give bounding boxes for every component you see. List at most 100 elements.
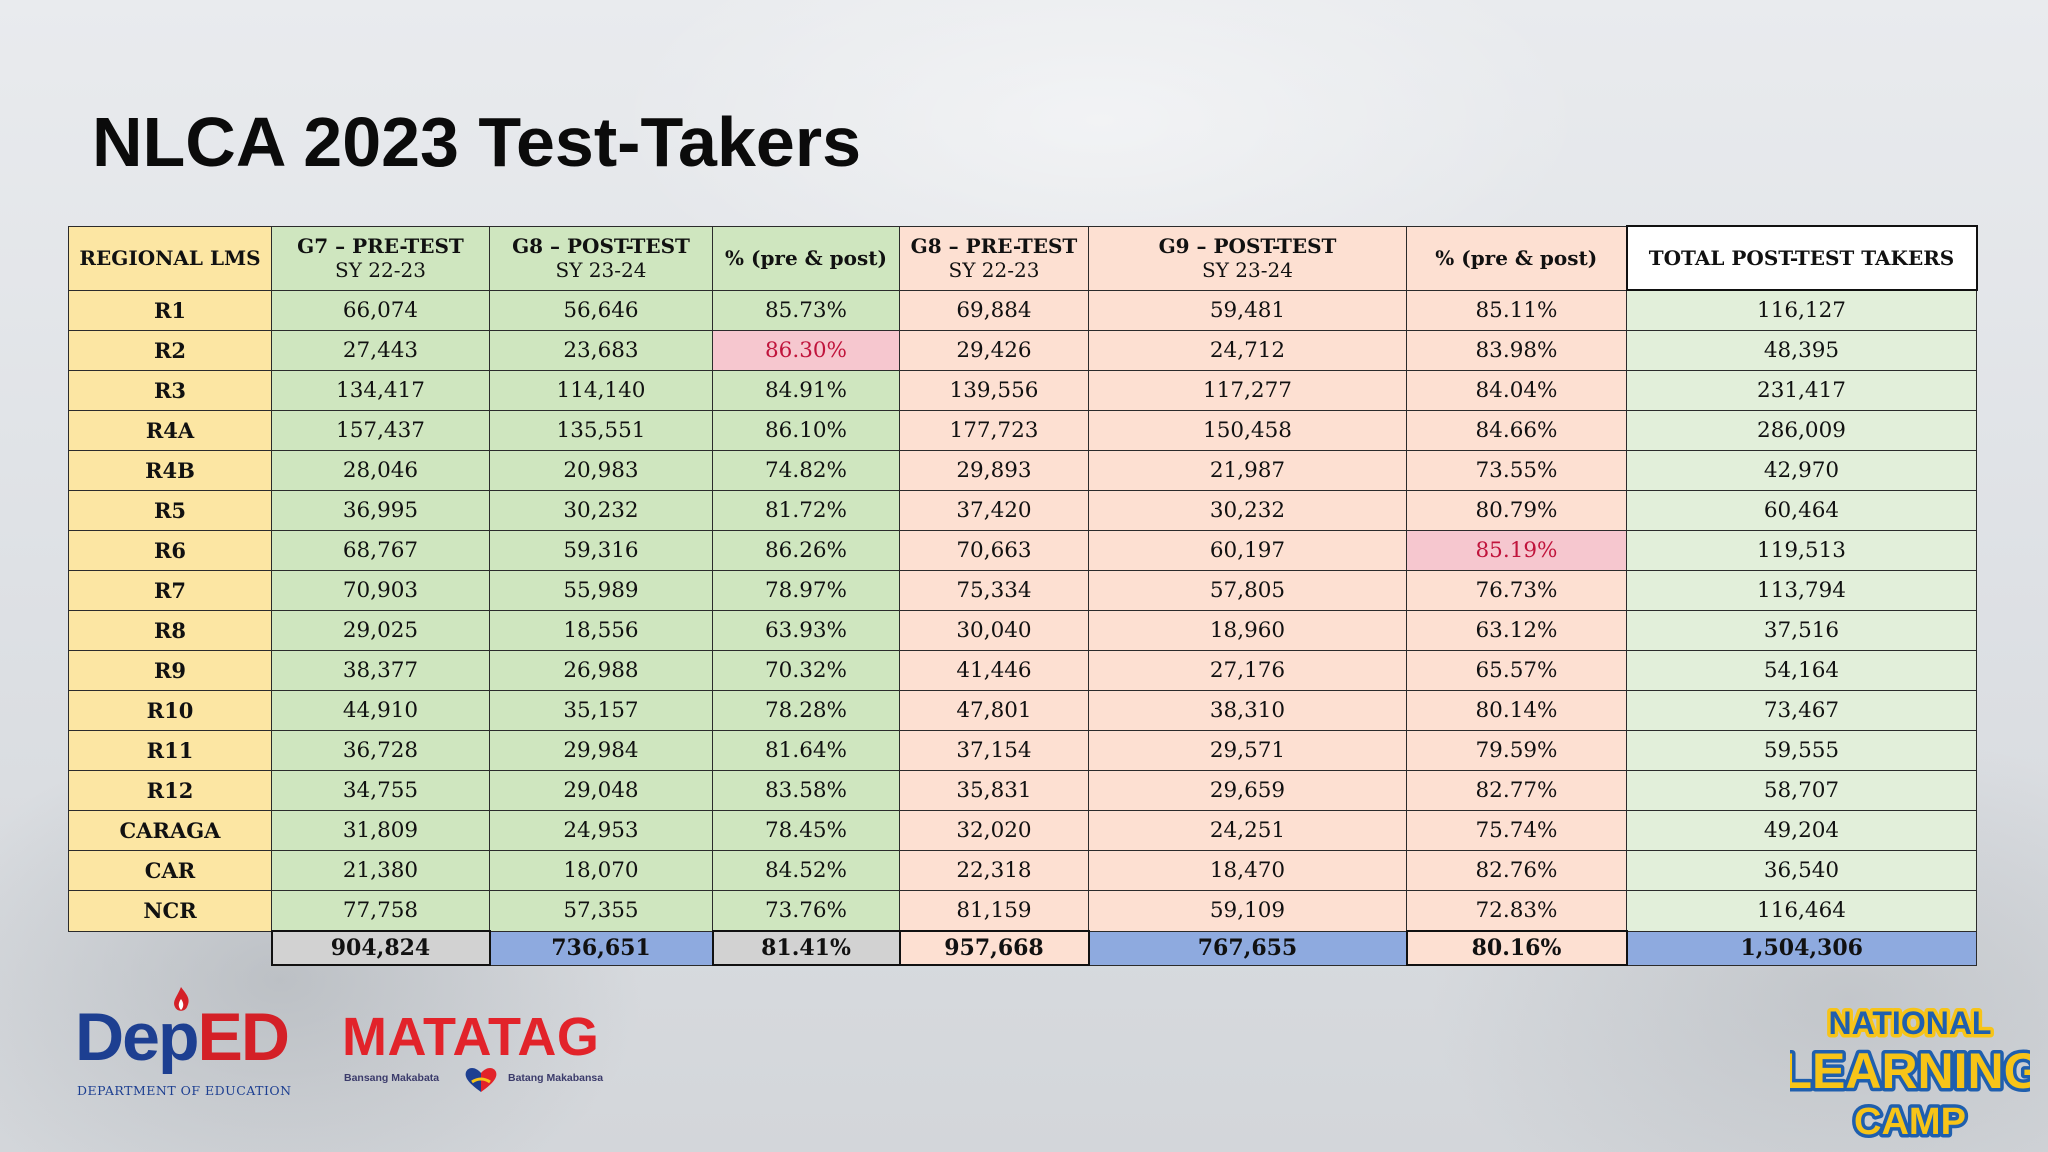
cell-g7-pre: 68,767	[271, 530, 490, 571]
cell-g7-pre: 36,995	[271, 490, 490, 531]
cell-total-post: 48,395	[1626, 330, 1977, 371]
cell-percent-g7-g8: 84.52%	[712, 850, 900, 891]
cell-g8-pre: 32,020	[899, 810, 1089, 851]
cell-percent-g8-g9: 84.66%	[1406, 410, 1627, 451]
totals-row: 904,824 736,651 81.41% 957,668 767,655 8…	[69, 930, 1977, 966]
cell-g8-post: 55,989	[489, 570, 713, 611]
cell-g8-pre: 30,040	[899, 610, 1089, 651]
header-regional-lms: REGIONAL LMS	[68, 225, 272, 291]
cell-percent-g7-g8: 63.93%	[712, 610, 900, 651]
cell-g8-post: 59,316	[489, 530, 713, 571]
cell-g8-post: 135,551	[489, 410, 713, 451]
cell-percent-g7-g8: 84.91%	[712, 370, 900, 411]
cell-g7-pre: 28,046	[271, 450, 490, 491]
cell-g8-pre: 37,154	[899, 730, 1089, 771]
cell-g9-post: 117,277	[1088, 370, 1407, 411]
cell-g7-pre: 36,728	[271, 730, 490, 771]
header-g9-post-test: G9 – POST-TEST SY 23-24	[1088, 225, 1407, 291]
table-row: R3 134,417 114,140 84.91% 139,556 117,277 84.0…	[68, 370, 1977, 411]
cell-g7-pre: 34,755	[271, 770, 490, 811]
cell-total-post: 37,516	[1626, 610, 1977, 651]
cell-total-post: 73,467	[1626, 690, 1977, 731]
cell-total-post: 59,555	[1626, 730, 1977, 771]
cell-g7-pre: 21,380	[271, 850, 490, 891]
cell-g9-post: 60,197	[1088, 530, 1407, 571]
cell-g7-pre: 31,809	[271, 810, 490, 851]
cell-percent-g8-g9: 73.55%	[1406, 450, 1627, 491]
cell-region: R4B	[68, 450, 272, 491]
test-takers-table: REGIONAL LMS G7 – PRE-TEST SY 22-23 G8 – …	[68, 225, 1978, 966]
cell-total-post: 119,513	[1626, 530, 1977, 571]
cell-percent-g7-g8: 73.76%	[712, 890, 900, 932]
header-g8-post-test: G8 – POST-TEST SY 23-24	[489, 225, 713, 291]
cell-region: R4A	[68, 410, 272, 451]
cell-g8-post: 56,646	[489, 289, 713, 331]
cell-total-post: 113,794	[1626, 570, 1977, 611]
cell-percent-g8-g9: 72.83%	[1406, 890, 1627, 932]
cell-total-post: 54,164	[1626, 650, 1977, 691]
table-row: R7 70,903 55,989 78.97% 75,334 57,805 76.73% 11…	[68, 570, 1977, 611]
matatag-right-tagline: Batang Makabansa	[508, 1072, 604, 1084]
cell-g9-post: 59,481	[1088, 289, 1407, 331]
table-row: CARAGA 31,809 24,953 78.45% 32,020 24,251 75.7…	[68, 810, 1977, 851]
cell-g8-post: 29,984	[489, 730, 713, 771]
cell-region: R1	[68, 289, 272, 331]
cell-percent-g8-g9: 80.79%	[1406, 490, 1627, 531]
cell-g8-pre: 81,159	[899, 890, 1089, 932]
cell-percent-g7-g8: 81.72%	[712, 490, 900, 531]
table-row: R4B 28,046 20,983 74.82% 29,893 21,987 73.55% 4…	[68, 450, 1977, 491]
total-g7-pre: 904,824	[270, 930, 491, 966]
cell-g7-pre: 27,443	[271, 330, 490, 371]
total-g8-pre: 957,668	[898, 930, 1090, 966]
cell-g8-post: 23,683	[489, 330, 713, 371]
cell-region: R8	[68, 610, 272, 651]
cell-total-post: 60,464	[1626, 490, 1977, 531]
cell-g7-pre: 70,903	[271, 570, 490, 611]
cell-region: R5	[68, 490, 272, 531]
table-row: R11 36,728 29,984 81.64% 37,154 29,571 79.59% 5…	[68, 730, 1977, 771]
cell-percent-g7-g8: 78.97%	[712, 570, 900, 611]
table-row: R5 36,995 30,232 81.72% 37,420 30,232 80.79% 60…	[68, 490, 1977, 531]
nlc-line-2: LEARNING	[1790, 1043, 2030, 1099]
table-row: NCR 77,758 57,355 73.76% 81,159 59,109 72.83% 1…	[68, 890, 1977, 932]
nlc-line-3: CAMP	[1854, 1101, 1966, 1143]
cell-g9-post: 24,251	[1088, 810, 1407, 851]
cell-g9-post: 18,960	[1088, 610, 1407, 651]
cell-percent-g8-g9: 82.76%	[1406, 850, 1627, 891]
cell-region: NCR	[68, 890, 272, 932]
cell-g7-pre: 38,377	[271, 650, 490, 691]
cell-percent-g7-g8: 85.73%	[712, 289, 900, 331]
total-g9-post: 767,655	[1088, 930, 1407, 966]
cell-g8-post: 26,988	[489, 650, 713, 691]
cell-percent-g8-g9: 63.12%	[1406, 610, 1627, 651]
cell-percent-g8-g9: 83.98%	[1406, 330, 1627, 371]
cell-percent-g8-g9: 76.73%	[1406, 570, 1627, 611]
cell-g7-pre: 157,437	[271, 410, 490, 451]
cell-g8-post: 18,556	[489, 610, 713, 651]
cell-g8-pre: 22,318	[899, 850, 1089, 891]
cell-region: CAR	[68, 850, 272, 891]
cell-percent-g7-g8: 86.10%	[712, 410, 900, 451]
table-row: R12 34,755 29,048 83.58% 35,831 29,659 82.77% 5…	[68, 770, 1977, 811]
cell-g8-pre: 29,893	[899, 450, 1089, 491]
cell-g8-post: 35,157	[489, 690, 713, 731]
cell-percent-g8-g9: 85.19%	[1406, 530, 1627, 571]
cell-g8-pre: 29,426	[899, 330, 1089, 371]
cell-g8-pre: 41,446	[899, 650, 1089, 691]
table-row: R9 38,377 26,988 70.32% 41,446 27,176 65.57% 54…	[68, 650, 1977, 691]
cell-region: CARAGA	[68, 810, 272, 851]
matatag-wordmark: MATATAG	[342, 1007, 600, 1067]
cell-total-post: 231,417	[1626, 370, 1977, 411]
deped-wordmark: DepED	[75, 999, 290, 1075]
cell-g8-pre: 69,884	[899, 289, 1089, 331]
matatag-logo: MATATAG Bansang Makabata Batang Makabans…	[342, 1010, 642, 1100]
cell-total-post: 116,127	[1626, 289, 1977, 331]
total-g8-post: 736,651	[489, 930, 713, 966]
total-percent-g8-g9: 80.16%	[1405, 930, 1628, 966]
cell-percent-g8-g9: 65.57%	[1406, 650, 1627, 691]
cell-g8-pre: 47,801	[899, 690, 1089, 731]
cell-g8-pre: 75,334	[899, 570, 1089, 611]
cell-g9-post: 29,571	[1088, 730, 1407, 771]
cell-g8-post: 29,048	[489, 770, 713, 811]
cell-g9-post: 29,659	[1088, 770, 1407, 811]
